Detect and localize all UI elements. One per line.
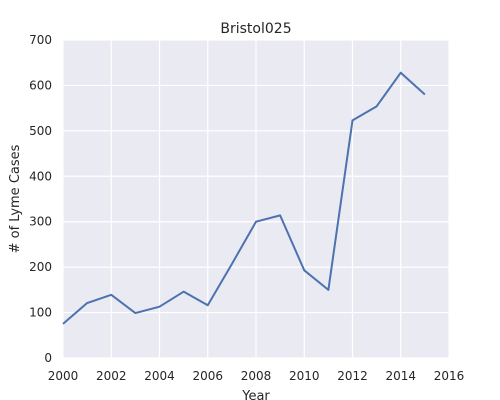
y-tick-label: 300: [29, 215, 52, 229]
x-tick-label: 2006: [192, 369, 223, 383]
x-tick-label: 2004: [144, 369, 175, 383]
y-tick-label: 0: [44, 351, 52, 365]
y-tick-label: 700: [29, 33, 52, 47]
y-tick-label: 600: [29, 78, 52, 92]
x-gridlines: [62, 40, 450, 358]
x-tick-label: 2008: [241, 369, 272, 383]
y-tick-label: 500: [29, 124, 52, 138]
y-gridlines: [63, 39, 449, 359]
chart-title: Bristol025: [220, 21, 291, 37]
y-tick-label: 400: [29, 169, 52, 183]
series-line: [62, 71, 426, 325]
x-axis-ticks: 2000 2002 2004 2006 2008 2010 2012 2014 2016: [48, 369, 465, 383]
y-axis-label: # of Lyme Cases: [8, 144, 23, 253]
x-tick-label: 2016: [434, 369, 465, 383]
y-axis-ticks: 0 100 200 300 400 500 600 700: [29, 33, 52, 365]
x-tick-label: 2010: [289, 369, 320, 383]
x-tick-label: 2012: [337, 369, 368, 383]
x-tick-label: 2002: [96, 369, 127, 383]
x-tick-label: 2000: [48, 369, 79, 383]
x-axis-label: Year: [241, 389, 270, 400]
y-tick-label: 200: [29, 260, 52, 274]
x-tick-label: 2014: [385, 369, 416, 383]
y-tick-label: 100: [29, 306, 52, 320]
